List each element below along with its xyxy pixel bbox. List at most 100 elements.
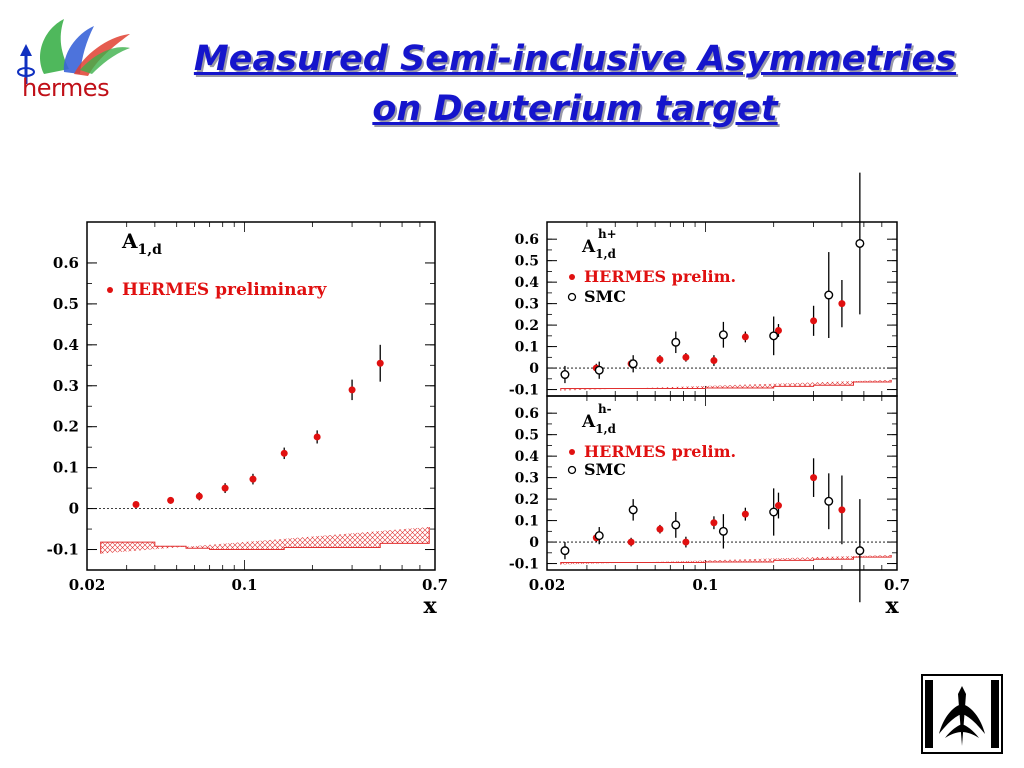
legend-label: HERMES prelim.: [584, 442, 736, 461]
x-tick-label: 0.02: [69, 576, 106, 594]
systematic-band: [100, 527, 430, 554]
data-point-smc: [718, 330, 728, 340]
y-tick-label: 0.4: [515, 449, 540, 465]
data-point-hermes: [249, 475, 257, 483]
hermes-logo: [17, 19, 130, 84]
data-point-smc: [855, 546, 865, 556]
page-title: Measured Semi-inclusive Asymmetries on D…: [140, 34, 1010, 134]
data-point-smc: [628, 359, 638, 369]
title-line-1: Measured Semi-inclusive Asymmetries: [193, 39, 957, 79]
data-point-smc: [594, 365, 604, 375]
y-tick-label: -0.1: [509, 557, 539, 573]
data-point-hermes: [682, 538, 690, 546]
y-tick-label: 0.5: [515, 428, 539, 444]
legend-label: HERMES preliminary: [122, 280, 327, 300]
data-point-hermes: [313, 433, 321, 441]
data-point-hermes: [810, 474, 818, 482]
y-tick-label: 0.3: [515, 471, 539, 487]
data-point-hermes: [774, 502, 782, 510]
wing-shape: [80, 47, 130, 74]
data-point-hermes: [376, 359, 384, 367]
y-tick-label: 0.5: [515, 254, 539, 270]
data-point-smc: [824, 290, 834, 300]
data-point-hermes: [348, 386, 356, 394]
x-tick-label: 0.1: [692, 576, 718, 594]
y-tick-label: 0: [69, 500, 79, 518]
panel-label: A1,d: [581, 412, 617, 436]
panel-label: A1,d: [121, 229, 162, 258]
data-point-smc: [824, 496, 834, 506]
data-point-hermes: [838, 300, 846, 308]
y-tick-label: 0.1: [515, 514, 539, 530]
y-tick-label: -0.1: [47, 541, 79, 559]
data-point-hermes: [627, 538, 635, 546]
legend-label: HERMES prelim.: [584, 267, 736, 286]
plot-frame: [86, 221, 436, 571]
legend-marker-hermes: [569, 449, 575, 455]
y-tick-label: 0.6: [53, 254, 79, 272]
data-point-hermes: [741, 510, 749, 518]
data-point-hermes: [710, 357, 718, 365]
title-line-2: on Deuterium target: [372, 89, 778, 129]
systematic-band: [560, 379, 892, 391]
y-tick-label: 0.2: [53, 418, 79, 436]
y-tick-label: -0.1: [509, 383, 539, 399]
y-tick-label: 0: [529, 361, 539, 377]
data-point-hermes: [167, 496, 175, 504]
y-tick-label: 0.3: [515, 297, 539, 313]
data-point-hermes: [682, 353, 690, 361]
university-logo: [921, 674, 1003, 754]
data-point-smc: [769, 331, 779, 341]
x-axis-label: x: [885, 593, 899, 619]
data-point-smc: [671, 337, 681, 347]
data-point-smc: [560, 370, 570, 380]
plot-frame: [546, 395, 898, 571]
y-tick-label: 0.2: [515, 318, 539, 334]
data-point-hermes: [132, 500, 140, 508]
y-tick-label: 0.3: [53, 377, 79, 395]
y-tick-label: 0.1: [53, 459, 79, 477]
x-axis-label: x: [423, 593, 437, 619]
data-point-hermes: [810, 317, 818, 325]
data-point-hermes: [838, 506, 846, 514]
data-point-smc: [855, 238, 865, 248]
y-tick-label: 0.4: [53, 336, 79, 354]
y-tick-label: 0.5: [53, 295, 79, 313]
data-point-hermes: [195, 492, 203, 500]
legend-marker-hermes: [107, 287, 113, 293]
y-tick-label: 0.1: [515, 340, 539, 356]
y-tick-label: 0.6: [515, 232, 539, 248]
legend-label: SMC: [584, 460, 626, 479]
data-point-hermes: [710, 519, 718, 527]
x-tick-label: 0.7: [422, 576, 448, 594]
data-point-hermes: [774, 326, 782, 334]
data-point-hermes: [656, 525, 664, 533]
data-point-smc: [628, 505, 638, 515]
data-point-hermes: [741, 333, 749, 341]
y-tick-label: 0.4: [515, 275, 540, 291]
data-point-smc: [560, 546, 570, 556]
data-point-smc: [769, 507, 779, 517]
wing-shape: [63, 26, 94, 74]
data-point-hermes: [656, 355, 664, 363]
legend-label: SMC: [584, 287, 626, 306]
panel-label: A1,d: [581, 237, 617, 261]
data-point-hermes: [221, 484, 229, 492]
data-point-hermes: [280, 449, 288, 457]
logo-text: hermes: [22, 74, 110, 102]
panel-label-superscript: h-: [598, 402, 612, 416]
legend-marker-hermes: [569, 274, 575, 280]
y-tick-label: 0.2: [515, 492, 539, 508]
legend-marker-smc: [567, 465, 577, 475]
x-tick-label: 0.1: [231, 576, 257, 594]
x-tick-label: 0.7: [884, 576, 910, 594]
legend-marker-smc: [567, 292, 577, 302]
data-point-smc: [671, 520, 681, 530]
x-tick-label: 0.02: [529, 576, 566, 594]
y-tick-label: 0: [529, 535, 539, 551]
data-point-smc: [594, 531, 604, 541]
y-tick-label: 0.6: [515, 406, 539, 422]
wing-shape: [40, 19, 69, 74]
panel-label-superscript: h+: [598, 227, 617, 241]
